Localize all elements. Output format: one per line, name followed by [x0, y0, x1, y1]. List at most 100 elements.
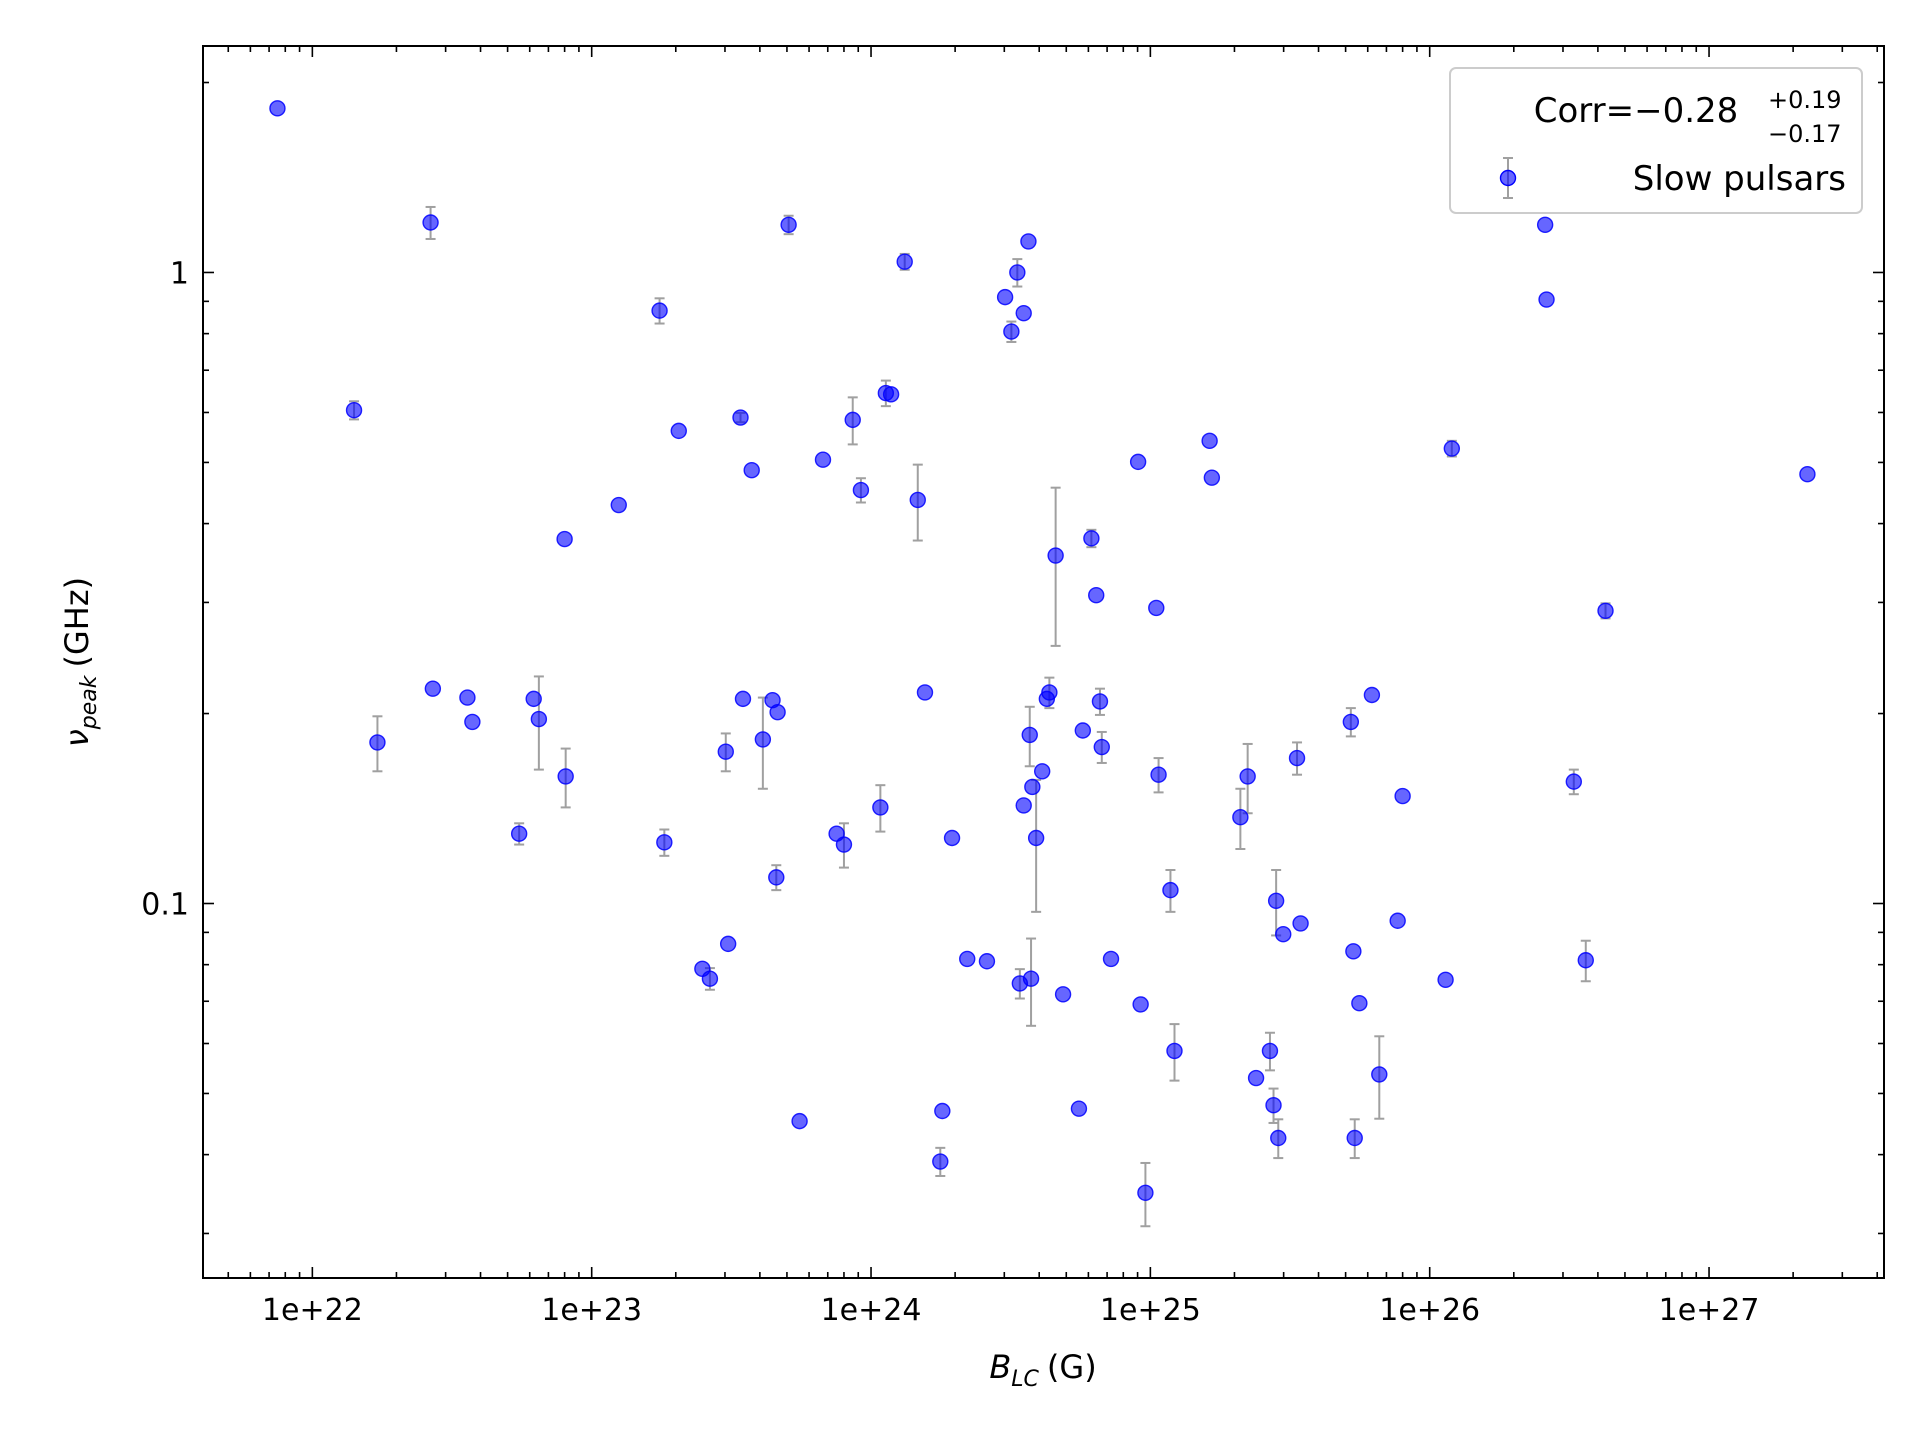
point [556, 530, 573, 548]
point [916, 684, 934, 701]
point [557, 768, 574, 785]
x-label-subscript: LC [1011, 1367, 1039, 1392]
point [1027, 829, 1045, 847]
point [610, 496, 627, 514]
point [852, 481, 870, 499]
point [732, 409, 749, 426]
point [1091, 693, 1109, 710]
point [768, 869, 785, 886]
y-label-unit: (GHz) [58, 577, 96, 668]
y-tick-label: 1 [170, 256, 189, 291]
point [791, 1112, 808, 1130]
point [424, 680, 442, 697]
x-label-unit: (G) [1047, 1348, 1097, 1386]
point [1275, 926, 1292, 943]
x-axis-label: BLC (G) [989, 1348, 1096, 1392]
point [1261, 1042, 1279, 1060]
point [651, 302, 668, 319]
point [909, 491, 926, 509]
y-label-symbol: ν [58, 729, 96, 747]
point [1015, 797, 1032, 814]
point [1799, 465, 1816, 483]
legend-label: Slow pulsars [1633, 159, 1846, 199]
point [269, 100, 286, 117]
point [464, 713, 481, 731]
point [1021, 726, 1038, 744]
point [670, 422, 687, 440]
point [754, 731, 772, 748]
point [1074, 722, 1092, 739]
point [769, 703, 786, 721]
point [1150, 766, 1167, 783]
point [1288, 749, 1306, 767]
point [932, 1153, 949, 1170]
point [1265, 1097, 1282, 1114]
point [1041, 684, 1058, 701]
point [1345, 943, 1362, 960]
point [1093, 738, 1110, 756]
point [872, 799, 889, 816]
point [1047, 547, 1064, 564]
point [1538, 291, 1555, 308]
y-axis-label: νpeak (GHz) [58, 577, 102, 747]
point [1351, 995, 1368, 1012]
point [835, 836, 853, 853]
point [934, 1102, 951, 1120]
point [1203, 469, 1221, 486]
y-tick-label: 0.1 [141, 888, 189, 923]
point [1232, 809, 1249, 826]
point [369, 734, 386, 751]
point [844, 411, 861, 429]
point [1394, 787, 1411, 805]
point [1132, 996, 1149, 1013]
point [525, 690, 542, 708]
point [978, 953, 996, 970]
point [882, 386, 900, 403]
point [1022, 970, 1040, 987]
legend-box [1449, 67, 1863, 214]
x-tick-label: 1e+25 [1100, 1293, 1201, 1328]
point [1292, 915, 1309, 932]
legend-title: Corr=−0.28 [1534, 91, 1739, 131]
point [1088, 587, 1105, 604]
point [1363, 686, 1381, 704]
point [1020, 233, 1037, 250]
point [1342, 713, 1360, 731]
point [1437, 971, 1454, 989]
point [345, 401, 363, 419]
point [1129, 453, 1147, 471]
point [1003, 323, 1020, 340]
point [943, 829, 961, 847]
point [1166, 1042, 1183, 1060]
point [1148, 599, 1165, 617]
point [1054, 986, 1072, 1003]
point [1015, 304, 1032, 322]
point [1597, 602, 1614, 619]
x-tick-label: 1e+22 [262, 1293, 363, 1328]
point [1070, 1100, 1088, 1117]
point [719, 935, 737, 953]
point [814, 451, 832, 468]
x-tick-label: 1e+24 [821, 1293, 922, 1328]
x-tick-label: 1e+27 [1659, 1293, 1760, 1328]
point [510, 825, 528, 842]
point [1346, 1129, 1363, 1147]
x-label-symbol: B [989, 1348, 1011, 1386]
point [717, 743, 734, 760]
x-tick-label: 1e+23 [541, 1293, 642, 1328]
error-bar [1050, 486, 1061, 647]
point [896, 253, 913, 270]
point [1267, 892, 1285, 909]
point [780, 216, 797, 233]
point [1162, 881, 1179, 899]
point [959, 950, 976, 968]
point [734, 690, 752, 708]
point [1009, 264, 1026, 281]
y-label-subscript: peak [77, 674, 102, 730]
point [422, 214, 439, 231]
point [1024, 778, 1041, 796]
point [1371, 1066, 1388, 1083]
point [1565, 773, 1583, 790]
plot-frame [202, 45, 1885, 1279]
